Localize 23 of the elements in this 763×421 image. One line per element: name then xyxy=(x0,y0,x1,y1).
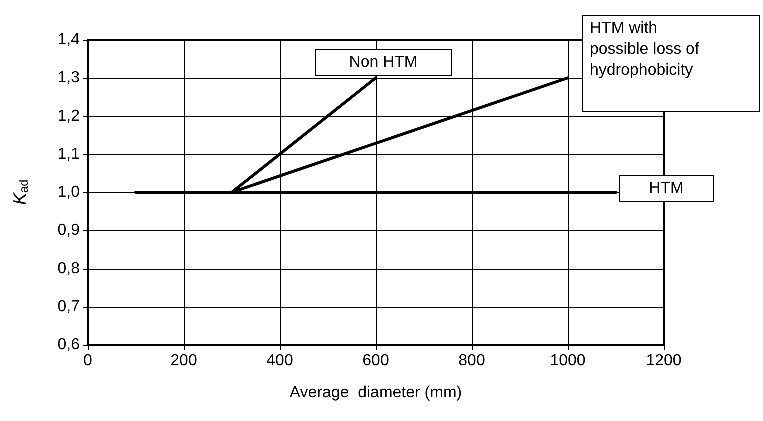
x-tick-label: 200 xyxy=(170,352,198,370)
y-tick-label: 1,2 xyxy=(58,108,80,125)
y-tick-label: 1,0 xyxy=(58,184,80,201)
y-axis-title: Kad xyxy=(10,180,31,206)
x-tick-label: 0 xyxy=(84,352,93,370)
y-tick-label: 0,7 xyxy=(58,298,80,316)
callout-box: HTM with possible loss of hydrophobicity xyxy=(582,15,760,112)
y-tick-label: 0,9 xyxy=(58,222,80,240)
callout-box: HTM xyxy=(619,174,714,202)
series-label: HTM with possible loss of hydrophobicity xyxy=(590,20,700,80)
y-tick-label: 0,6 xyxy=(58,336,80,354)
series-label: Non HTM xyxy=(349,54,418,72)
callout-box: Non HTM xyxy=(315,49,452,76)
y-tick-label: 1,3 xyxy=(58,70,80,87)
x-tick-label: 600 xyxy=(362,352,390,370)
x-axis-title: Average diameter (mm) xyxy=(290,384,462,402)
y-tick-label: 0,8 xyxy=(58,260,80,278)
x-tick-label: 400 xyxy=(266,352,294,370)
y-tick-label: 1,4 xyxy=(58,32,80,48)
y-tick-label: 1,1 xyxy=(58,146,80,163)
x-tick-label: 1000 xyxy=(550,352,586,370)
x-tick-label: 800 xyxy=(458,352,486,370)
x-tick-label: 1200 xyxy=(646,352,682,370)
